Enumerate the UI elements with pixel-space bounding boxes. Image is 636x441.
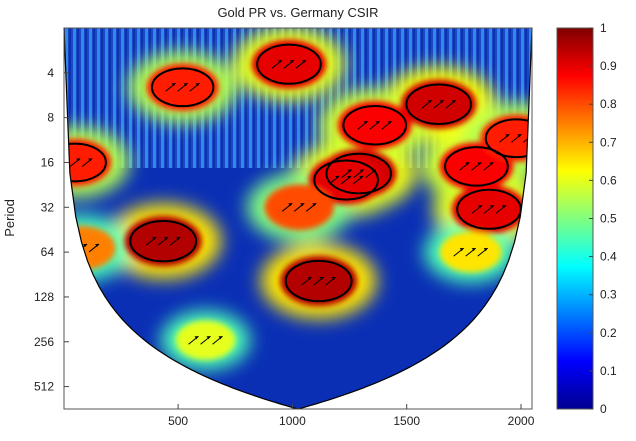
phase-arrow-head [195,83,200,87]
phase-arrow-head [465,162,470,166]
phase-arrow-head [95,243,100,247]
phase-arrow-head [451,100,456,104]
phase-arrow-head [277,60,282,64]
significance-contour [284,259,353,303]
colorbar-tick-label: 1 [600,21,607,35]
phase-arrow-head [83,243,88,247]
colorbar-tick-label: 0.6 [600,173,617,187]
phase-arrow-head [312,203,317,207]
phase-arrow-head [331,276,336,280]
colorbar-tick-label: 0.4 [600,250,617,264]
phase-arrow-head [505,134,510,138]
phase-arrow-head [164,237,169,241]
phase-arrow-head [439,100,444,104]
significance-contour [444,146,509,187]
phase-arrow-head [183,83,188,87]
phase-arrow-head [88,158,93,162]
significance-contour [256,43,322,85]
phase-arrow-head [471,248,476,252]
y-tick-label: 512 [34,380,54,394]
phase-arrow-head [375,121,380,125]
phase-arrow-head [517,134,522,138]
phase-arrows [64,59,532,345]
y-tick-label: 32 [41,200,55,214]
colorbar-tick-label: 0 [600,402,607,416]
significance-contour [484,118,532,159]
chart-title: Gold PR vs. Germany CSIR [217,5,378,20]
phase-arrow-head [152,237,157,241]
phase-arrow-head [459,248,464,252]
phase-arrow-head [335,176,340,180]
y-tick-label: 256 [34,335,54,349]
colorbar-tick-label: 0.7 [600,135,617,149]
phase-arrow-head [301,60,306,64]
phase-arrow-head [289,60,294,64]
phase-arrow-head [347,169,352,173]
phase-arrow-head [363,121,368,125]
colorbar-tick-label: 0.9 [600,59,617,73]
significance-contour [325,152,392,195]
y-tick-label: 64 [41,245,55,259]
phase-arrow-head [387,121,392,125]
plot-frame [63,27,533,410]
significance-contour [342,105,408,146]
phase-arrow-head [478,205,483,209]
significance-contour [405,83,472,125]
significance-contour [150,67,215,108]
y-axis: 4 8 16 32 64 128 256 512 [34,66,69,394]
phase-arrow-head [502,205,507,209]
phase-arrow-head [288,203,293,207]
y-tick-label: 128 [34,290,54,304]
phase-arrow-head [489,162,494,166]
phase-arrow-head [359,176,364,180]
phase-arrow-head [359,169,364,173]
phase-arrow-head [347,176,352,180]
cone-of-influence [64,28,532,409]
phase-arrow-head [194,336,199,340]
phase-arrow-head [171,83,176,87]
colorbar-scale [556,27,594,410]
colorbar-tick-label: 0.8 [600,97,617,111]
phase-arrow-head [300,203,305,207]
y-tick-label: 16 [41,155,55,169]
phase-arrow-head [319,276,324,280]
colorbar-tick-label: 0.5 [600,212,617,226]
y-axis-label: Period [2,199,17,237]
plot-area: 4 8 16 32 64 128 256 512 500 1000 1500 2000 Period [2,27,535,428]
colorbar-ticks: 0 0.1 0.2 0.3 0.4 0.5 0.6 0.7 0.8 0.9 1 [589,21,617,416]
phase-arrow-head [427,100,432,104]
colorbar-tick-label: 0.3 [600,288,617,302]
x-tick-label: 1000 [279,414,306,428]
phase-arrow-head [76,158,81,162]
x-tick-label: 1500 [393,414,420,428]
phase-arrow-head [477,162,482,166]
phase-arrow-head [371,169,376,173]
phase-arrow-head [206,336,211,340]
x-tick-label: 500 [168,414,188,428]
phase-arrow-head [307,276,312,280]
colorbar: 0 0.1 0.2 0.3 0.4 0.5 0.6 0.7 0.8 0.9 1 [556,21,617,416]
significance-contour [64,142,107,183]
y-tick-label: 4 [47,66,54,80]
y-tick-label: 8 [47,111,54,125]
phase-arrow-head [176,237,181,241]
phase-arrow-head [483,248,488,252]
phase-arrow-head [490,205,495,209]
colorbar-tick-label: 0.2 [600,326,617,340]
x-axis: 500 1000 1500 2000 [168,404,535,428]
significance-contour [313,159,379,201]
significance-contour [129,219,198,263]
phase-arrow-head [218,336,223,340]
colorbar-tick-label: 0.1 [600,364,617,378]
x-tick-label: 2000 [508,414,535,428]
